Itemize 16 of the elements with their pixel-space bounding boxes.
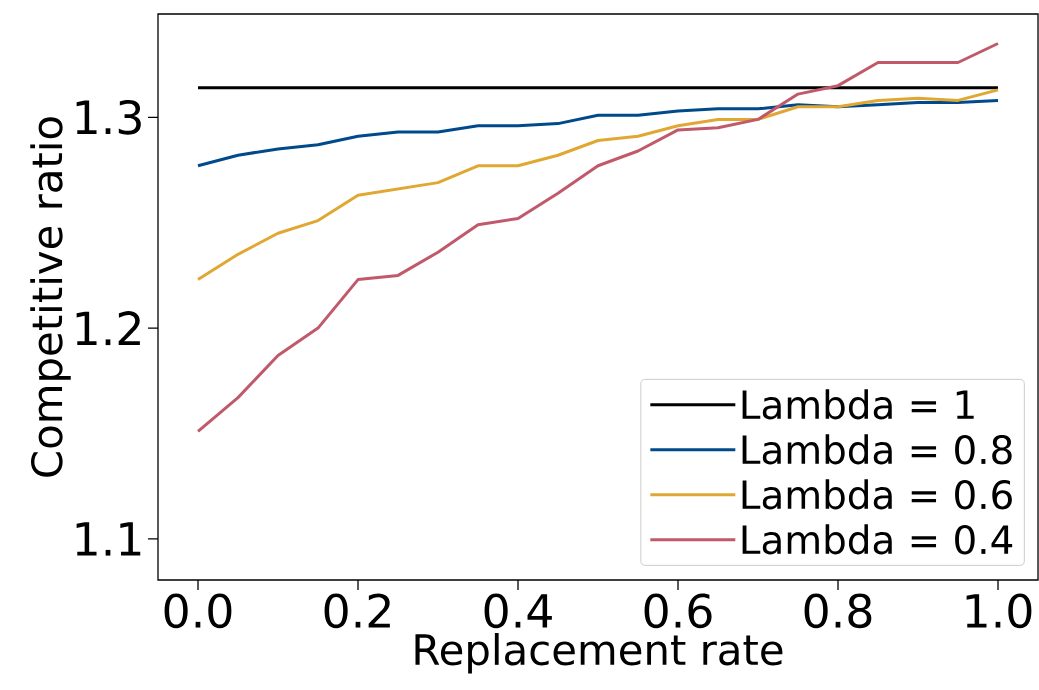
x-tick-label: 0.4 [484, 593, 552, 629]
y-axis-title: Competitive ratio [30, 117, 71, 477]
x-axis-title: Replacement rate [415, 633, 783, 674]
legend-label: Lambda = 0.6 [742, 479, 1012, 510]
y-tick-label: 1.3 [76, 99, 141, 135]
line-series [196, 98, 1000, 168]
x-tick-label: 0.6 [644, 593, 712, 629]
x-tick-label: 1.0 [966, 593, 1032, 629]
legend-label: Lambda = 0.8 [742, 434, 1012, 465]
y-tick-label: 1.2 [76, 311, 140, 346]
x-tick-label: 0.2 [324, 593, 390, 629]
legend-label: Lambda = 0.4 [742, 524, 1013, 555]
x-tick-label: 0.8 [804, 593, 872, 629]
x-tick-label: 0.0 [164, 593, 232, 629]
y-tick-label: 1.1 [76, 522, 141, 556]
legend-label: Lambda = 1 [742, 389, 974, 420]
